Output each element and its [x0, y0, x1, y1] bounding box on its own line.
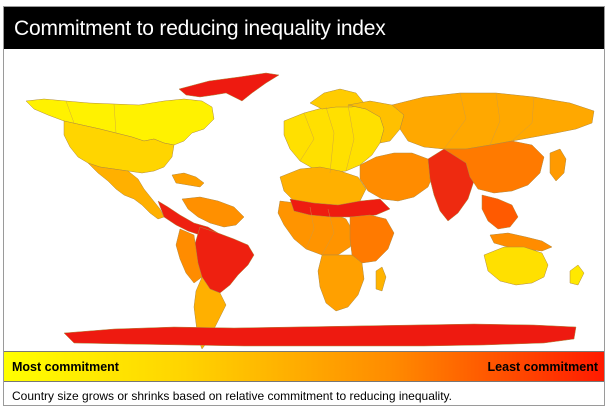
- region-madagascar: [375, 266, 387, 292]
- region-southern-africa: [317, 254, 365, 312]
- cartogram-svg: [25, 72, 595, 350]
- region-indonesia: [489, 232, 553, 252]
- region-usa: [63, 120, 175, 174]
- region-antarctica: [63, 323, 577, 347]
- region-caribbean: [171, 172, 205, 188]
- region-sahel: [289, 198, 391, 218]
- map-caption: Country size grows or shrinks based on r…: [12, 389, 452, 403]
- figure-frame: Commitment to reducing inequality index: [3, 6, 605, 406]
- region-sa-north: [181, 196, 245, 228]
- region-mexico: [87, 162, 165, 220]
- region-japan: [549, 148, 567, 182]
- region-new-zealand: [569, 264, 585, 286]
- title-bar: Commitment to reducing inequality index: [4, 7, 604, 49]
- region-peru: [175, 228, 203, 284]
- region-australia: [483, 246, 549, 286]
- region-russia: [391, 92, 595, 150]
- region-se-asia: [481, 194, 519, 230]
- region-east-africa: [349, 214, 395, 264]
- cartogram-map: [4, 49, 604, 351]
- region-china: [443, 140, 545, 194]
- region-greenland: [178, 72, 280, 102]
- map-title: Commitment to reducing inequality index: [14, 17, 386, 40]
- region-middle-east: [359, 152, 435, 202]
- legend-least-label: Least commitment: [487, 360, 598, 374]
- region-eastern-europe: [347, 100, 405, 144]
- legend-most-label: Most commitment: [12, 360, 119, 374]
- color-legend: Most commitment Least commitment: [4, 351, 604, 382]
- country-borders: [65, 92, 535, 256]
